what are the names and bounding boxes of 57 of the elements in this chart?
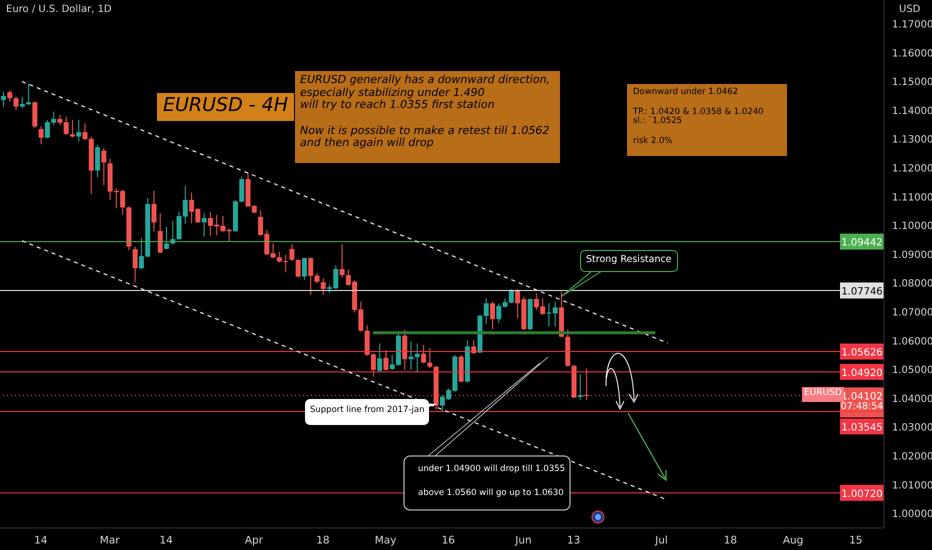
- candlestick: [320, 278, 326, 296]
- chart-title: Euro / U.S. Dollar, 1D: [6, 4, 112, 15]
- note-box: EURUSD generally has a downward direction, especially stabilizing under 1.490 will try to reach 1.0355 first station Now it is possible to make a retest till 1.0562 and then again will drop: [295, 71, 560, 163]
- note-box: EURUSD: [802, 387, 844, 402]
- candlestick: [427, 348, 432, 369]
- candlestick: [151, 190, 156, 232]
- candlestick: [7, 90, 12, 102]
- x-tick-label: 15: [849, 534, 862, 546]
- ref-line-label: 1.04920: [841, 368, 883, 379]
- candlestick: [289, 243, 294, 262]
- x-tick-label: Mar: [100, 534, 120, 546]
- candlestick: [578, 373, 583, 401]
- ref-line-label: 1.07746: [841, 286, 883, 298]
- candlestick: [132, 246, 138, 282]
- ref-line-label: 1.03545: [841, 422, 883, 434]
- x-tick-label: 18: [316, 534, 330, 546]
- candlestick: [101, 147, 106, 186]
- note-box: EURUSD - 4H: [157, 93, 294, 121]
- x-tick-label: 18: [724, 534, 738, 546]
- ref-line-label: 1.04102: [841, 391, 883, 402]
- ref-line-label: 1.09442: [841, 238, 883, 249]
- x-tick-label: Apr: [244, 534, 264, 546]
- x-tick-label: 16: [442, 534, 456, 546]
- candlestick: [70, 119, 75, 138]
- annotation: 07:48:54: [840, 401, 884, 414]
- candlestick: [421, 344, 426, 364]
- x-tick-label: 14: [34, 534, 48, 546]
- ref-line-label: 1.05626: [841, 348, 883, 359]
- candlestick: [302, 257, 307, 280]
- candlestick: [340, 243, 345, 278]
- candlestick: [377, 342, 382, 372]
- annotation: under 1.04900 will drop till 1.0355: [417, 463, 566, 476]
- note-box: Downward under 1.0462 TP.: 1.0420 & 1.0358 & 1.0240 sl.: `1.0525 risk 2.0%: [627, 84, 787, 156]
- x-tick-label: 13: [566, 534, 580, 546]
- candlestick: [239, 176, 244, 203]
- ref-line-label: 1.00720: [841, 488, 883, 500]
- candlestick: [296, 258, 301, 278]
- note-box: Strong Resistance: [580, 250, 678, 272]
- candlestick: [490, 301, 496, 330]
- x-tick-label: Jun: [514, 534, 532, 546]
- candlestick: [158, 212, 163, 254]
- annotation: above 1.0560 will go up to 1.0630: [417, 487, 565, 500]
- candlestick: [82, 122, 88, 140]
- x-tick-label: 14: [159, 534, 174, 546]
- x-tick-label: May: [374, 534, 396, 546]
- candlestick: [95, 144, 100, 178]
- candlestick: [1, 91, 6, 108]
- candlestick: [164, 226, 170, 250]
- candlestick: [14, 96, 19, 111]
- candlestick: [38, 126, 44, 145]
- x-tick-label: Aug: [782, 534, 804, 546]
- candlestick: [402, 329, 408, 370]
- candlestick: [383, 349, 388, 372]
- x-tick-label: Jul: [654, 534, 668, 546]
- candlestick: [76, 119, 82, 142]
- y-axis-title: USD: [899, 4, 920, 15]
- candlestick: [202, 212, 207, 237]
